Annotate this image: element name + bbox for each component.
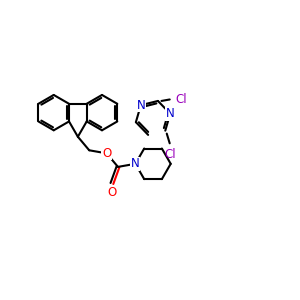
Text: O: O — [102, 147, 111, 160]
Text: N: N — [136, 99, 145, 112]
Text: Cl: Cl — [176, 93, 187, 106]
Text: Cl: Cl — [164, 148, 176, 161]
Text: N: N — [166, 107, 175, 120]
Text: N: N — [131, 157, 140, 170]
Text: O: O — [107, 186, 117, 199]
